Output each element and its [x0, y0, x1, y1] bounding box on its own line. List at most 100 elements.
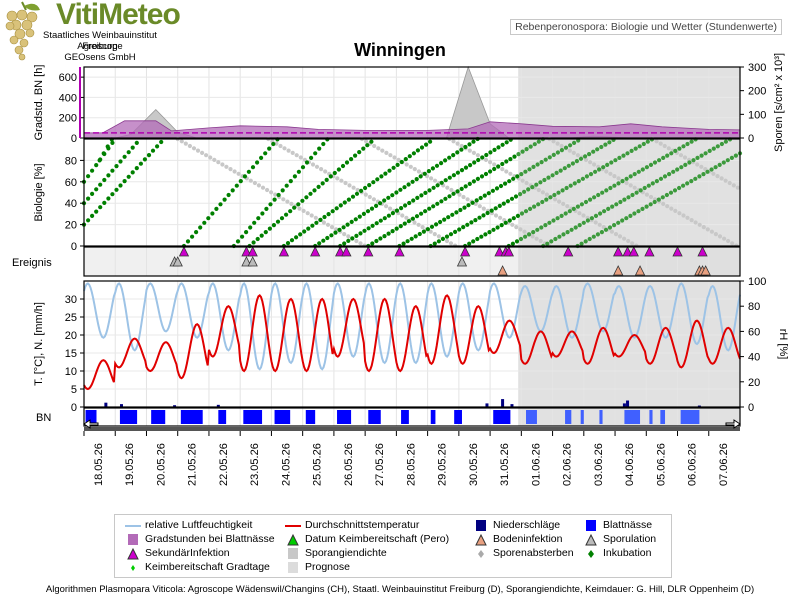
incubation-mark	[636, 209, 641, 214]
sporulation-mark	[358, 241, 363, 246]
incubation-mark	[126, 174, 131, 179]
sporulation-mark	[183, 141, 188, 146]
incubation-mark	[620, 218, 625, 223]
incubation-mark	[514, 239, 520, 244]
sporulation-mark	[179, 139, 184, 144]
incubation-mark	[256, 216, 261, 221]
incubation-mark	[622, 197, 627, 202]
incubation-mark	[528, 206, 533, 211]
incubation-mark	[474, 198, 479, 203]
incubation-mark	[596, 192, 601, 198]
incubation-mark	[346, 197, 351, 202]
sporulation-mark	[498, 215, 503, 220]
incubation-mark	[465, 222, 470, 227]
sporulation-mark	[294, 153, 299, 158]
incubation-mark	[519, 211, 525, 216]
legend-swatch-icon	[586, 520, 596, 531]
chart-subtitle: Rebenperonospora: Biologie und Wetter (S…	[510, 19, 782, 35]
incubation-mark	[234, 183, 239, 188]
secondary-infection-marker	[672, 246, 683, 257]
incubation-mark	[436, 239, 441, 244]
incubation-mark	[729, 155, 735, 160]
sporulation-mark	[693, 220, 698, 225]
incubation-mark	[435, 183, 440, 188]
incubation-mark	[603, 227, 609, 232]
incubation-mark	[485, 210, 490, 216]
sporulation-mark	[449, 187, 454, 193]
sporulation-mark	[583, 157, 589, 162]
sporulation-mark	[538, 238, 543, 244]
incubation-mark	[155, 144, 160, 149]
incubation-mark	[733, 153, 739, 158]
incubation-mark	[507, 218, 512, 223]
sporulation-mark	[334, 227, 339, 232]
sporulation-mark	[695, 162, 700, 167]
incubation-mark	[146, 153, 152, 158]
sporulation-mark	[314, 164, 320, 169]
incubation-mark	[551, 218, 556, 223]
sporulation-mark	[451, 139, 456, 144]
incubation-mark	[630, 192, 635, 198]
incubation-mark	[263, 151, 268, 156]
legend-label: Prognose	[305, 561, 350, 573]
panel-frame	[83, 138, 741, 247]
incubation-mark	[588, 197, 593, 202]
incubation-mark	[329, 233, 334, 238]
incubation-mark	[697, 174, 702, 179]
sporulation-mark	[544, 192, 550, 197]
sporulation-mark	[644, 192, 650, 197]
incubation-mark	[499, 223, 504, 228]
incubation-mark	[629, 148, 634, 153]
incubation-mark	[438, 219, 443, 225]
incubation-mark	[625, 151, 630, 156]
incubation-mark	[523, 169, 528, 174]
incubation-mark	[430, 166, 435, 171]
incubation-mark	[531, 164, 536, 169]
incubation-mark	[463, 184, 468, 189]
incubation-mark	[309, 155, 314, 160]
sporulation-mark	[248, 178, 253, 183]
incubation-mark	[535, 162, 540, 167]
y2-tick-label: 20	[748, 377, 760, 389]
incubation-mark	[230, 188, 235, 193]
precip-bar	[697, 405, 701, 407]
sporulation-mark	[420, 225, 425, 230]
incubation-mark	[693, 176, 698, 181]
incubation-mark	[324, 177, 329, 182]
incubation-mark	[685, 181, 690, 186]
incubation-mark	[461, 225, 466, 230]
legend-swatch-icon	[288, 562, 298, 573]
sporulation-mark	[200, 150, 205, 155]
incubation-mark	[524, 147, 529, 152]
sporulation-mark	[445, 185, 450, 190]
sporulation-mark	[588, 160, 593, 165]
sporulation-mark	[534, 236, 539, 241]
incubation-mark	[142, 157, 147, 162]
incubation-mark	[522, 189, 527, 194]
incubation-mark	[711, 146, 716, 151]
incubation-mark	[565, 230, 570, 235]
incubation-mark	[427, 188, 432, 193]
logo-line-2: Agroscope	[77, 41, 123, 52]
x-tick-label: 02.06.26	[562, 443, 574, 486]
sporulation-mark	[212, 157, 217, 162]
wetness-bar	[119, 410, 138, 424]
incubation-mark	[675, 167, 680, 172]
incubation-mark	[495, 225, 500, 230]
incubation-mark	[658, 176, 664, 181]
incubation-mark	[443, 196, 448, 201]
incubation-mark	[310, 223, 315, 228]
sporulation-mark	[731, 183, 736, 188]
incubation-mark	[683, 162, 688, 167]
incubation-mark	[314, 220, 319, 225]
y-tick-label: 20	[65, 220, 77, 232]
sporulation-mark	[493, 213, 499, 218]
y-tick-label: 0	[71, 133, 77, 145]
incubation-mark	[431, 204, 436, 209]
incubation-mark	[580, 176, 586, 181]
sporulation-mark	[514, 225, 519, 230]
sporulation-mark	[347, 183, 352, 188]
panel-frame	[83, 66, 741, 139]
incubation-mark	[497, 203, 502, 208]
